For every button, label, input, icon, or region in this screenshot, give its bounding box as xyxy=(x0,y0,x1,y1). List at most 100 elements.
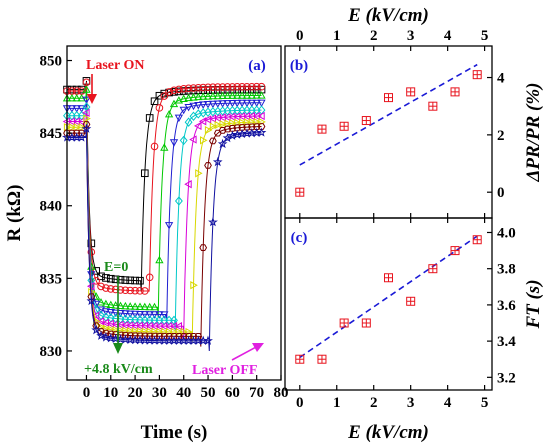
x-tick-label: 4 xyxy=(444,395,452,411)
series-marker xyxy=(237,99,247,108)
series-marker xyxy=(145,302,154,311)
series-marker xyxy=(111,275,120,284)
series-marker xyxy=(174,114,184,123)
data-point xyxy=(384,273,393,283)
series-marker xyxy=(135,311,145,319)
panel-label-a: (a) xyxy=(248,58,266,74)
series-marker xyxy=(209,122,218,131)
series-marker xyxy=(184,93,193,102)
data-point xyxy=(406,87,416,97)
series-marker xyxy=(126,310,135,319)
series-marker xyxy=(252,82,261,91)
series-marker xyxy=(106,300,115,308)
series-marker xyxy=(82,108,90,117)
series-marker xyxy=(179,94,188,102)
series-marker xyxy=(68,123,77,132)
series-marker xyxy=(87,248,96,256)
data-point xyxy=(361,116,371,126)
series-marker xyxy=(204,83,212,92)
data-point xyxy=(450,87,460,97)
panel-label: (c) xyxy=(291,230,308,246)
series-marker xyxy=(199,101,208,109)
series-marker xyxy=(135,302,145,310)
laser-off-arrow xyxy=(231,345,259,361)
x-tick-label: 0 xyxy=(83,385,91,401)
series-6 xyxy=(62,108,265,341)
series-marker xyxy=(184,117,193,127)
x-tick-label-top: 0 xyxy=(296,28,304,44)
series-marker xyxy=(131,286,139,295)
series-marker xyxy=(223,100,232,108)
series-marker xyxy=(256,127,267,137)
series-marker xyxy=(212,156,223,167)
data-point xyxy=(317,354,327,364)
series-marker xyxy=(160,143,169,151)
series-marker xyxy=(208,217,218,227)
x-tick-label: 60 xyxy=(225,385,240,401)
series-marker xyxy=(81,123,92,133)
series-marker xyxy=(247,91,256,99)
series-marker xyxy=(233,124,242,132)
series-marker xyxy=(218,100,227,108)
series-marker xyxy=(247,123,256,131)
data-point xyxy=(472,70,482,80)
series-marker xyxy=(243,123,251,131)
series-marker xyxy=(233,99,242,108)
series-marker xyxy=(121,276,130,284)
series-4 xyxy=(62,96,266,325)
series-marker xyxy=(165,88,173,96)
x-tick-label-top: 4 xyxy=(444,28,452,44)
series-marker xyxy=(97,272,105,281)
series-marker xyxy=(238,83,246,91)
series-marker xyxy=(204,125,213,135)
x-axis-label: Time (s) xyxy=(141,422,208,443)
series-marker xyxy=(257,123,266,130)
x-tick-label: 80 xyxy=(274,385,289,401)
series-marker xyxy=(102,284,110,292)
series-marker xyxy=(164,109,174,118)
series-marker xyxy=(126,286,135,295)
x-tick-label-top: 5 xyxy=(481,28,489,44)
series-marker xyxy=(145,311,154,319)
series-marker xyxy=(72,117,80,126)
series-marker xyxy=(223,125,232,133)
panel-b: 0 1 2 3 4 5 0 2 4 ΔPR/PR (%) (b) E (kV/cm) xyxy=(284,5,544,219)
x-tick-label: 5 xyxy=(481,395,489,411)
e-zero-label: E=0 xyxy=(104,260,128,275)
series-marker xyxy=(130,302,140,310)
series-marker xyxy=(198,117,207,126)
series-marker xyxy=(150,302,159,311)
series-marker xyxy=(213,83,222,91)
series-marker xyxy=(243,82,251,91)
series-marker xyxy=(252,123,261,130)
x-tick-label: 20 xyxy=(128,385,143,401)
series-marker xyxy=(257,111,265,121)
laser-off-arrowhead xyxy=(252,343,264,352)
series-marker xyxy=(184,104,193,112)
series-marker xyxy=(189,93,198,101)
panel-label: (b) xyxy=(290,58,308,74)
series-line xyxy=(67,82,262,292)
series-marker xyxy=(224,119,232,128)
series-marker xyxy=(106,274,115,283)
series-marker xyxy=(199,92,208,100)
series-marker xyxy=(247,99,256,108)
data-point xyxy=(317,124,327,134)
y-axis-label: FT (s) xyxy=(523,279,544,329)
y-tick-label: 4 xyxy=(497,71,505,87)
x-tick-label: 0 xyxy=(296,395,304,411)
fit-line xyxy=(299,63,478,166)
series-marker xyxy=(111,285,120,294)
series-marker xyxy=(223,83,232,91)
series-marker xyxy=(189,102,198,111)
series-marker xyxy=(169,139,179,147)
series-marker xyxy=(140,311,149,319)
series-marker xyxy=(155,255,164,264)
e-max-label: +4.8 kV/cm xyxy=(84,362,153,377)
series-marker xyxy=(155,104,164,112)
series-marker xyxy=(67,93,77,102)
series-marker xyxy=(106,285,115,293)
x-tick-label: 30 xyxy=(152,385,167,401)
series-marker xyxy=(101,308,111,316)
series-marker xyxy=(194,102,203,110)
